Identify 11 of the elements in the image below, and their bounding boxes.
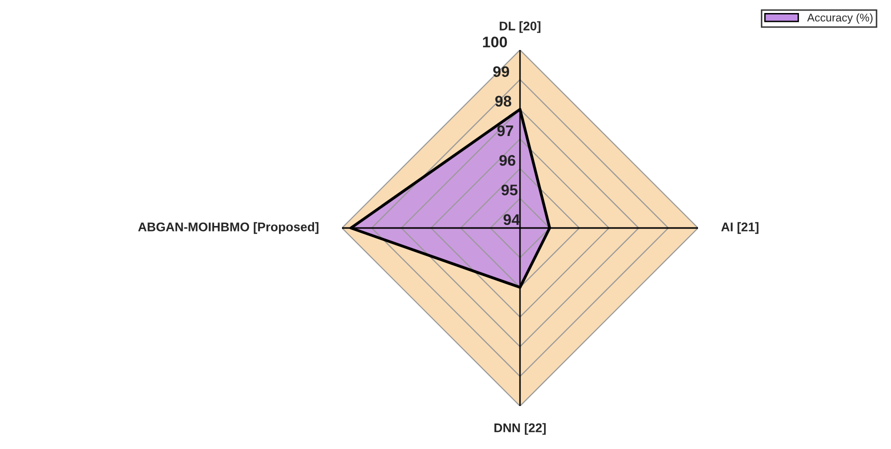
spoke-label: DNN [22] xyxy=(494,423,546,435)
y-tick-label: 99 xyxy=(493,66,510,78)
legend-label: Accuracy (%) xyxy=(807,13,873,24)
y-tick-label: 100 xyxy=(483,36,507,48)
y-tick-label: 95 xyxy=(501,184,518,196)
y-tick-label: 97 xyxy=(497,125,514,136)
spoke-label: AI [21] xyxy=(721,222,758,234)
y-tick-label: 96 xyxy=(499,154,516,166)
spoke-label: ABGAN-MOIHBMO [Proposed] xyxy=(138,222,318,234)
y-tick-label: 98 xyxy=(495,96,512,107)
spoke-label: DL [20] xyxy=(500,21,540,33)
